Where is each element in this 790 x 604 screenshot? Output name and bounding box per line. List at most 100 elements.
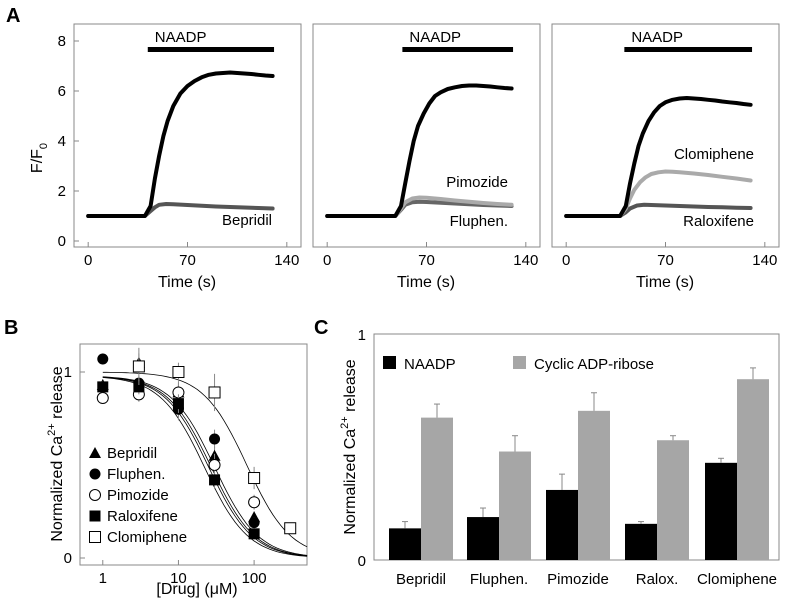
- legend-marker: [89, 468, 101, 480]
- x-tick-label: 70: [179, 252, 196, 269]
- category-label: Clomiphene: [697, 571, 777, 588]
- panel-a-ylabel: F/F0: [29, 143, 50, 173]
- bar-cadpr: [578, 410, 610, 560]
- panel-b-ylabel: Normalized Ca2+ release: [46, 366, 66, 541]
- naadp-bar: [402, 47, 514, 52]
- naadp-label: NAADP: [155, 29, 207, 46]
- y-tick-label: 0: [358, 553, 366, 570]
- panel-a3-xlabel: Time (s): [636, 274, 694, 291]
- trace-bepridil: [86, 202, 275, 218]
- x-tick-label: 100: [242, 570, 267, 587]
- x-tick-label: 0: [562, 252, 570, 269]
- y-tick-label: 4: [58, 133, 66, 150]
- panel-a3-chart: 0 70 140 NAADP Clomiphene Raloxifene: [551, 23, 780, 269]
- legend-marker: [89, 447, 101, 458]
- legend-marker: [89, 489, 101, 501]
- y-tick-label: 2: [58, 183, 66, 200]
- panel-letter-a: A: [6, 5, 20, 27]
- category-label: Ralox.: [636, 571, 679, 588]
- naadp-label: NAADP: [631, 29, 683, 46]
- bar-naadp: [389, 528, 421, 560]
- data-point: [133, 381, 145, 393]
- bar-naadp: [546, 489, 578, 560]
- panel-c-ylabel: Normalized Ca2+ release: [339, 359, 359, 534]
- bar-cadpr: [737, 379, 769, 560]
- legend-label: Raloxifene: [107, 508, 178, 525]
- naadp-bar: [147, 47, 275, 52]
- y-tick-label: 1: [64, 364, 72, 381]
- data-point: [284, 522, 297, 535]
- panel-b-xlabel: [Drug] (μM): [156, 581, 237, 598]
- bar-cadpr: [421, 417, 453, 560]
- trace-naadp-control: [564, 96, 753, 218]
- x-tick-label: 0: [84, 252, 92, 269]
- legend-label: Pimozide: [107, 487, 169, 504]
- data-point: [172, 366, 185, 378]
- legend-swatch-naadp: [383, 356, 396, 369]
- bar-naadp: [467, 517, 499, 560]
- fit-curve: [102, 371, 308, 548]
- trace-naadp-control: [325, 83, 514, 218]
- data-point: [208, 386, 221, 399]
- legend-label: Bepridil: [107, 445, 157, 462]
- panel-a2-chart: 0 70 140 NAADP Pimozide Fluphen.: [312, 23, 541, 269]
- y-tick-label: 0: [58, 233, 66, 250]
- data-point: [248, 517, 260, 529]
- data-point: [209, 433, 221, 445]
- category-label: Fluphen.: [470, 571, 528, 588]
- data-point: [97, 381, 109, 393]
- data-point: [248, 528, 260, 540]
- naadp-bar: [624, 47, 753, 52]
- panel-a2-xlabel: Time (s): [397, 274, 455, 291]
- x-tick-label: 1: [99, 570, 107, 587]
- data-point: [208, 459, 221, 471]
- bar-naadp: [625, 523, 657, 560]
- trace-clomiphene: [564, 169, 753, 218]
- y-tick-label: 0: [64, 550, 72, 567]
- panel-b-chart: 1 10 100 0 1 Bepridil Fluphen. Pimozide Raloxife…: [64, 343, 308, 587]
- data-point: [248, 472, 261, 485]
- legend-label: Clomiphene: [107, 529, 187, 546]
- series-label: Pimozide: [446, 174, 508, 191]
- legend-marker: [89, 531, 101, 543]
- y-tick-label: 8: [58, 33, 66, 50]
- data-point: [97, 353, 109, 365]
- data-point: [248, 496, 261, 509]
- naadp-label: NAADP: [409, 29, 461, 46]
- x-tick-label: 70: [418, 252, 435, 269]
- trace-naadp-control: [86, 70, 275, 218]
- panel-a1-chart: 0 70 140 0 2 4 6 8 NAADP Bepridil: [58, 23, 302, 269]
- legend-label: Cyclic ADP-ribose: [534, 356, 654, 373]
- series-label: Bepridil: [222, 212, 272, 229]
- x-tick-label: 70: [657, 252, 674, 269]
- bar-naadp: [705, 462, 737, 560]
- x-tick-label: 140: [752, 252, 777, 269]
- bar-cadpr: [499, 451, 531, 560]
- y-tick-label: 6: [58, 83, 66, 100]
- series-label: Fluphen.: [450, 213, 508, 230]
- panel-a1-xlabel: Time (s): [158, 274, 216, 291]
- bar-cadpr: [657, 440, 689, 560]
- category-label: Pimozide: [547, 571, 609, 588]
- x-tick-label: 140: [513, 252, 538, 269]
- x-tick-label: 10: [170, 570, 187, 587]
- data-point: [132, 360, 145, 373]
- panel-letter-c: C: [314, 317, 328, 339]
- legend-label: NAADP: [404, 356, 456, 373]
- data-point: [172, 398, 184, 410]
- panel-letter-b: B: [4, 317, 18, 339]
- y-tick-label: 1: [358, 327, 366, 344]
- legend-marker: [89, 510, 101, 522]
- data-point: [96, 392, 109, 405]
- panel-b-frame: [79, 343, 308, 566]
- legend-label: Fluphen.: [107, 466, 165, 483]
- x-tick-label: 140: [274, 252, 299, 269]
- series-label: Clomiphene: [674, 146, 754, 163]
- trace-raloxifene: [564, 202, 753, 218]
- panel-c-chart: 0 1 Bepridil Fluphen. Pimozide Ralox. Clomiphe…: [358, 327, 780, 588]
- category-label: Bepridil: [396, 571, 446, 588]
- legend-swatch-cadpr: [513, 356, 526, 369]
- x-tick-label: 0: [323, 252, 331, 269]
- series-label: Raloxifene: [683, 213, 754, 230]
